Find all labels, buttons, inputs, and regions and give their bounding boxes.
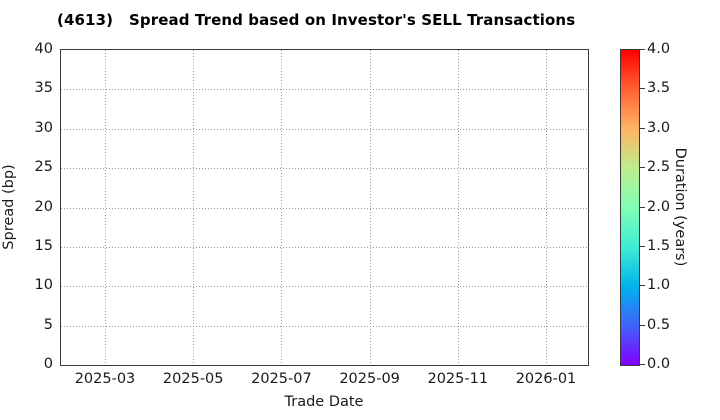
x-tick-label: 2025-05 bbox=[162, 371, 224, 387]
colorbar-tick-label: 0.0 bbox=[647, 356, 671, 372]
plot-area bbox=[60, 49, 589, 366]
colorbar-tick-label: 3.5 bbox=[647, 80, 671, 97]
y-gridline bbox=[61, 128, 588, 130]
x-axis-label: Trade Date bbox=[284, 394, 364, 410]
x-tick-label: 2026-01 bbox=[515, 371, 577, 387]
colorbar-tick-label: 2.0 bbox=[647, 198, 671, 215]
x-gridline bbox=[369, 50, 371, 365]
colorbar-tick bbox=[640, 49, 645, 50]
y-tick-label: 30 bbox=[34, 119, 53, 136]
colorbar-tick-label: 3.0 bbox=[647, 119, 671, 136]
chart-title: (4613) Spread Trend based on Investor's … bbox=[57, 11, 576, 29]
y-tick-label: 25 bbox=[34, 159, 53, 176]
x-gridline bbox=[281, 50, 283, 365]
y-tick-label: 5 bbox=[43, 316, 53, 333]
colorbar-label: Duration (years) bbox=[672, 147, 688, 267]
colorbar-tick bbox=[640, 206, 645, 208]
colorbar-tick-label: 4.0 bbox=[647, 41, 671, 57]
colorbar-tick-label: 1.0 bbox=[647, 277, 671, 294]
y-tick-label: 40 bbox=[34, 41, 53, 57]
gridlines bbox=[61, 50, 588, 365]
x-gridline bbox=[457, 50, 459, 365]
y-gridline bbox=[61, 207, 588, 209]
x-tick-label: 2025-09 bbox=[339, 371, 400, 387]
colorbar-tick bbox=[640, 245, 645, 247]
x-gridline bbox=[105, 50, 106, 365]
x-gridline bbox=[545, 50, 547, 365]
colorbar-tick bbox=[640, 364, 645, 365]
x-tick-label: 2025-07 bbox=[251, 371, 312, 387]
colorbar-tick bbox=[640, 324, 645, 326]
x-tick-label: 2025-11 bbox=[427, 371, 489, 387]
colorbar-tick-label: 0.5 bbox=[647, 316, 671, 333]
y-gridline bbox=[61, 89, 588, 91]
colorbar-tick bbox=[640, 88, 645, 90]
colorbar-tick-label: 1.5 bbox=[647, 237, 671, 254]
y-tick-label: 15 bbox=[34, 237, 53, 254]
x-tick-label: 2025-03 bbox=[74, 371, 136, 387]
colorbar-tick bbox=[640, 285, 645, 287]
y-gridline bbox=[61, 286, 588, 288]
colorbar-tick bbox=[640, 167, 645, 169]
colorbar bbox=[620, 49, 640, 366]
y-tick-label: 10 bbox=[34, 277, 53, 294]
colorbar-tick bbox=[640, 127, 645, 129]
y-gridline bbox=[61, 246, 588, 248]
x-gridline bbox=[193, 50, 195, 365]
y-gridline bbox=[61, 325, 588, 327]
y-tick-label: 20 bbox=[34, 198, 53, 215]
colorbar-tick-label: 2.5 bbox=[647, 159, 671, 176]
y-gridline bbox=[61, 168, 588, 170]
y-tick-label: 0 bbox=[43, 356, 53, 372]
y-tick-label: 35 bbox=[34, 80, 53, 97]
